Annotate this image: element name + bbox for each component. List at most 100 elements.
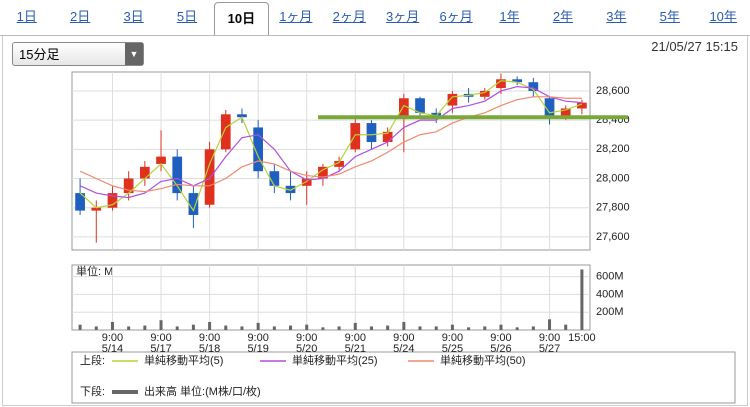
volume-bar: [499, 324, 503, 330]
volume-bar: [143, 325, 147, 330]
volume-bar: [369, 326, 373, 330]
legend-entry: 単純移動平均(5): [144, 353, 223, 367]
x-tick-time: 9:00: [199, 332, 220, 344]
y-tick-label: 200M: [596, 306, 624, 318]
y-tick-label: 27,800: [596, 202, 630, 214]
candle-body: [204, 149, 215, 205]
legend-upper-label: 上段:: [80, 353, 105, 367]
period-tab[interactable]: 1年: [499, 9, 520, 24]
period-tab[interactable]: 2日: [70, 9, 91, 24]
x-tick-time: 9:00: [442, 332, 463, 344]
y-tick-label: 27,600: [596, 231, 630, 243]
candle-body: [237, 114, 247, 118]
x-tick-date: 5/17: [150, 343, 171, 355]
dropdown-arrow[interactable]: ▼: [125, 43, 143, 65]
interval-value: 15分足: [19, 47, 60, 62]
x-tick-time: 9:00: [393, 332, 414, 344]
period-tab[interactable]: 1日: [16, 9, 37, 24]
volume-bar: [240, 326, 244, 330]
candle-body: [528, 82, 539, 91]
volume-bar: [337, 326, 341, 330]
ma-line: [79, 85, 582, 199]
candle-body: [188, 193, 199, 215]
x-tick-date: 5/27: [539, 343, 560, 355]
volume-frame: [71, 264, 591, 331]
x-tick-date: 5/20: [296, 343, 317, 355]
candle-body: [75, 193, 85, 211]
candle-body: [156, 156, 166, 164]
x-tick-date: 5/21: [345, 343, 366, 355]
candle-body: [577, 102, 587, 109]
x-tick-date: 5/19: [247, 343, 268, 355]
candle-body: [139, 166, 150, 179]
volume-bar: [531, 326, 535, 330]
volume-bar: [450, 324, 454, 330]
period-tab[interactable]: 2ヶ月: [332, 9, 366, 24]
period-tab[interactable]: 6ヶ月: [439, 9, 473, 24]
interval-select[interactable]: 15分足 ▼: [12, 42, 144, 66]
period-tab[interactable]: 1ヶ月: [279, 9, 313, 24]
x-tick-date: 5/24: [393, 343, 414, 355]
legend-entry: 単純移動平均(25): [292, 353, 378, 367]
period-tab[interactable]: 10年: [709, 9, 737, 24]
candle-body: [91, 207, 102, 211]
volume-bar: [78, 324, 82, 330]
period-tab[interactable]: 3ヶ月: [386, 9, 420, 24]
candle-body: [123, 178, 134, 194]
volume-bar: [434, 326, 438, 330]
volume-bar: [305, 324, 309, 330]
period-tab[interactable]: 10日: [213, 2, 270, 35]
x-tick-time: 9:00: [539, 332, 560, 344]
volume-bar: [564, 324, 568, 330]
volume-bar: [467, 327, 471, 330]
period-tab[interactable]: 2年: [552, 9, 574, 24]
volume-bar: [289, 325, 293, 330]
candle-body: [172, 156, 183, 194]
candle-body: [318, 166, 328, 179]
volume-bar: [321, 327, 325, 330]
legend-entry: 出来高 単位:(M株/口/枚): [144, 384, 261, 398]
timestamp: 21/05/27 15:15: [651, 39, 738, 54]
period-tab[interactable]: 3年: [606, 9, 627, 24]
x-tick-time: 9:00: [490, 332, 511, 344]
period-tab[interactable]: 5年: [659, 9, 680, 24]
x-tick-date: 5/18: [199, 343, 220, 355]
x-tick-time: 9:00: [102, 332, 123, 344]
volume-bar: [418, 326, 422, 330]
candle-body: [350, 123, 361, 150]
x-tick-time: 15:00: [568, 332, 596, 344]
volume-bar: [353, 322, 357, 330]
candle-body: [512, 79, 523, 83]
candle-body: [496, 79, 506, 89]
x-tick-date: 5/14: [102, 343, 123, 355]
volume-bar: [402, 321, 406, 330]
candle-body: [107, 193, 118, 208]
candle-body: [398, 98, 409, 118]
candle-body: [253, 127, 264, 172]
ma-line: [79, 96, 582, 193]
y-tick-label: 28,200: [596, 143, 630, 155]
volume-bar: [272, 326, 276, 330]
volume-bar: [175, 326, 179, 330]
y-tick-label: 600M: [596, 270, 624, 282]
x-tick-time: 9:00: [150, 332, 171, 344]
volume-bar: [386, 325, 390, 330]
x-tick-time: 9:00: [345, 332, 366, 344]
period-tab[interactable]: 3日: [123, 9, 144, 24]
volume-bar: [580, 269, 584, 330]
volume-bar: [159, 320, 163, 330]
volume-bar: [256, 322, 260, 330]
volume-bar: [224, 325, 228, 330]
candle-body: [220, 114, 231, 150]
period-tab[interactable]: 5日: [176, 9, 198, 24]
volume-bar: [191, 324, 195, 330]
candle-body: [285, 185, 296, 194]
candle-body: [334, 161, 344, 167]
legend-lower-label: 下段:: [80, 384, 105, 398]
candle-body: [415, 98, 425, 113]
x-tick-date: 5/26: [490, 343, 511, 355]
x-tick-time: 9:00: [296, 332, 317, 344]
candle-body: [560, 108, 571, 118]
